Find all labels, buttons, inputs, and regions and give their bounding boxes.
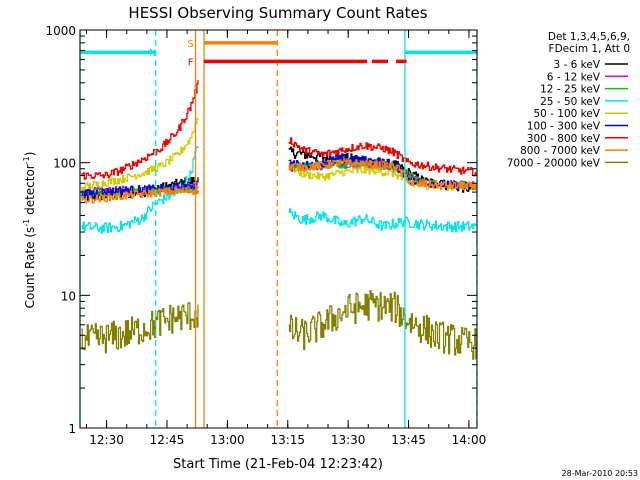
x-tick-label: 13:30 <box>331 433 366 447</box>
x-tick-label: 13:15 <box>270 433 305 447</box>
x-tick-label: 12:30 <box>89 433 124 447</box>
legend-label: 25 - 50 keV <box>540 96 601 108</box>
y-tick-label: 10 <box>61 289 76 303</box>
legend-label: 800 - 7000 keV <box>520 145 601 157</box>
legend-header-line: FDecim 1, Att 0 <box>549 43 630 55</box>
series-line-9 <box>81 290 477 360</box>
y-tick-label: 1 <box>68 422 76 436</box>
plot-area: N SF <box>79 30 478 428</box>
x-axis-label: Start Time (21-Feb-04 12:23:42) <box>173 457 383 472</box>
y-tick-label: 1000 <box>45 24 76 38</box>
legend-label: 7000 - 20000 keV <box>507 157 601 169</box>
y-axis-label: Count Rate (s-1 detector-1) <box>22 152 37 309</box>
x-axis-ticks: 12:30 12:45 13:00 13:15 13:30 13:45 14:00 <box>85 30 487 447</box>
legend-label: 12 - 25 keV <box>540 84 601 96</box>
legend-label: 100 - 300 keV <box>527 121 601 133</box>
legend-label: 3 - 6 keV <box>553 59 600 71</box>
series-line-7 <box>81 79 477 180</box>
x-tick-label: 12:45 <box>150 433 185 447</box>
x-tick-label: 14:00 <box>452 433 487 447</box>
marker-lines <box>79 30 478 428</box>
flag-label-f: F <box>188 57 194 68</box>
y-tick-label: 100 <box>53 157 76 171</box>
legend-label: 50 - 100 keV <box>533 108 600 120</box>
x-tick-label: 13:45 <box>391 433 426 447</box>
legend: Det 1,3,4,5,6,9,FDecim 1, Att 0 3 - 6 keV… <box>507 31 630 169</box>
flag-bars: N SF <box>80 39 477 68</box>
x-tick-label: 13:00 <box>210 433 245 447</box>
flag-label-s: S <box>187 39 193 50</box>
series-line-8 <box>81 158 477 204</box>
y-axis-ticks: 1 10 100 1000 <box>45 24 477 436</box>
series-layer <box>81 79 477 360</box>
timestamp-text: 28-Mar-2010 20:53 <box>562 469 639 478</box>
plot-frame <box>79 29 478 429</box>
flag-label-n: N <box>149 48 156 59</box>
legend-header-line: Det 1,3,4,5,6,9, <box>548 31 630 43</box>
chart-title: HESSI Observing Summary Count Rates <box>128 4 427 22</box>
legend-label: 6 - 12 keV <box>547 71 601 83</box>
legend-label: 300 - 800 keV <box>527 133 601 145</box>
